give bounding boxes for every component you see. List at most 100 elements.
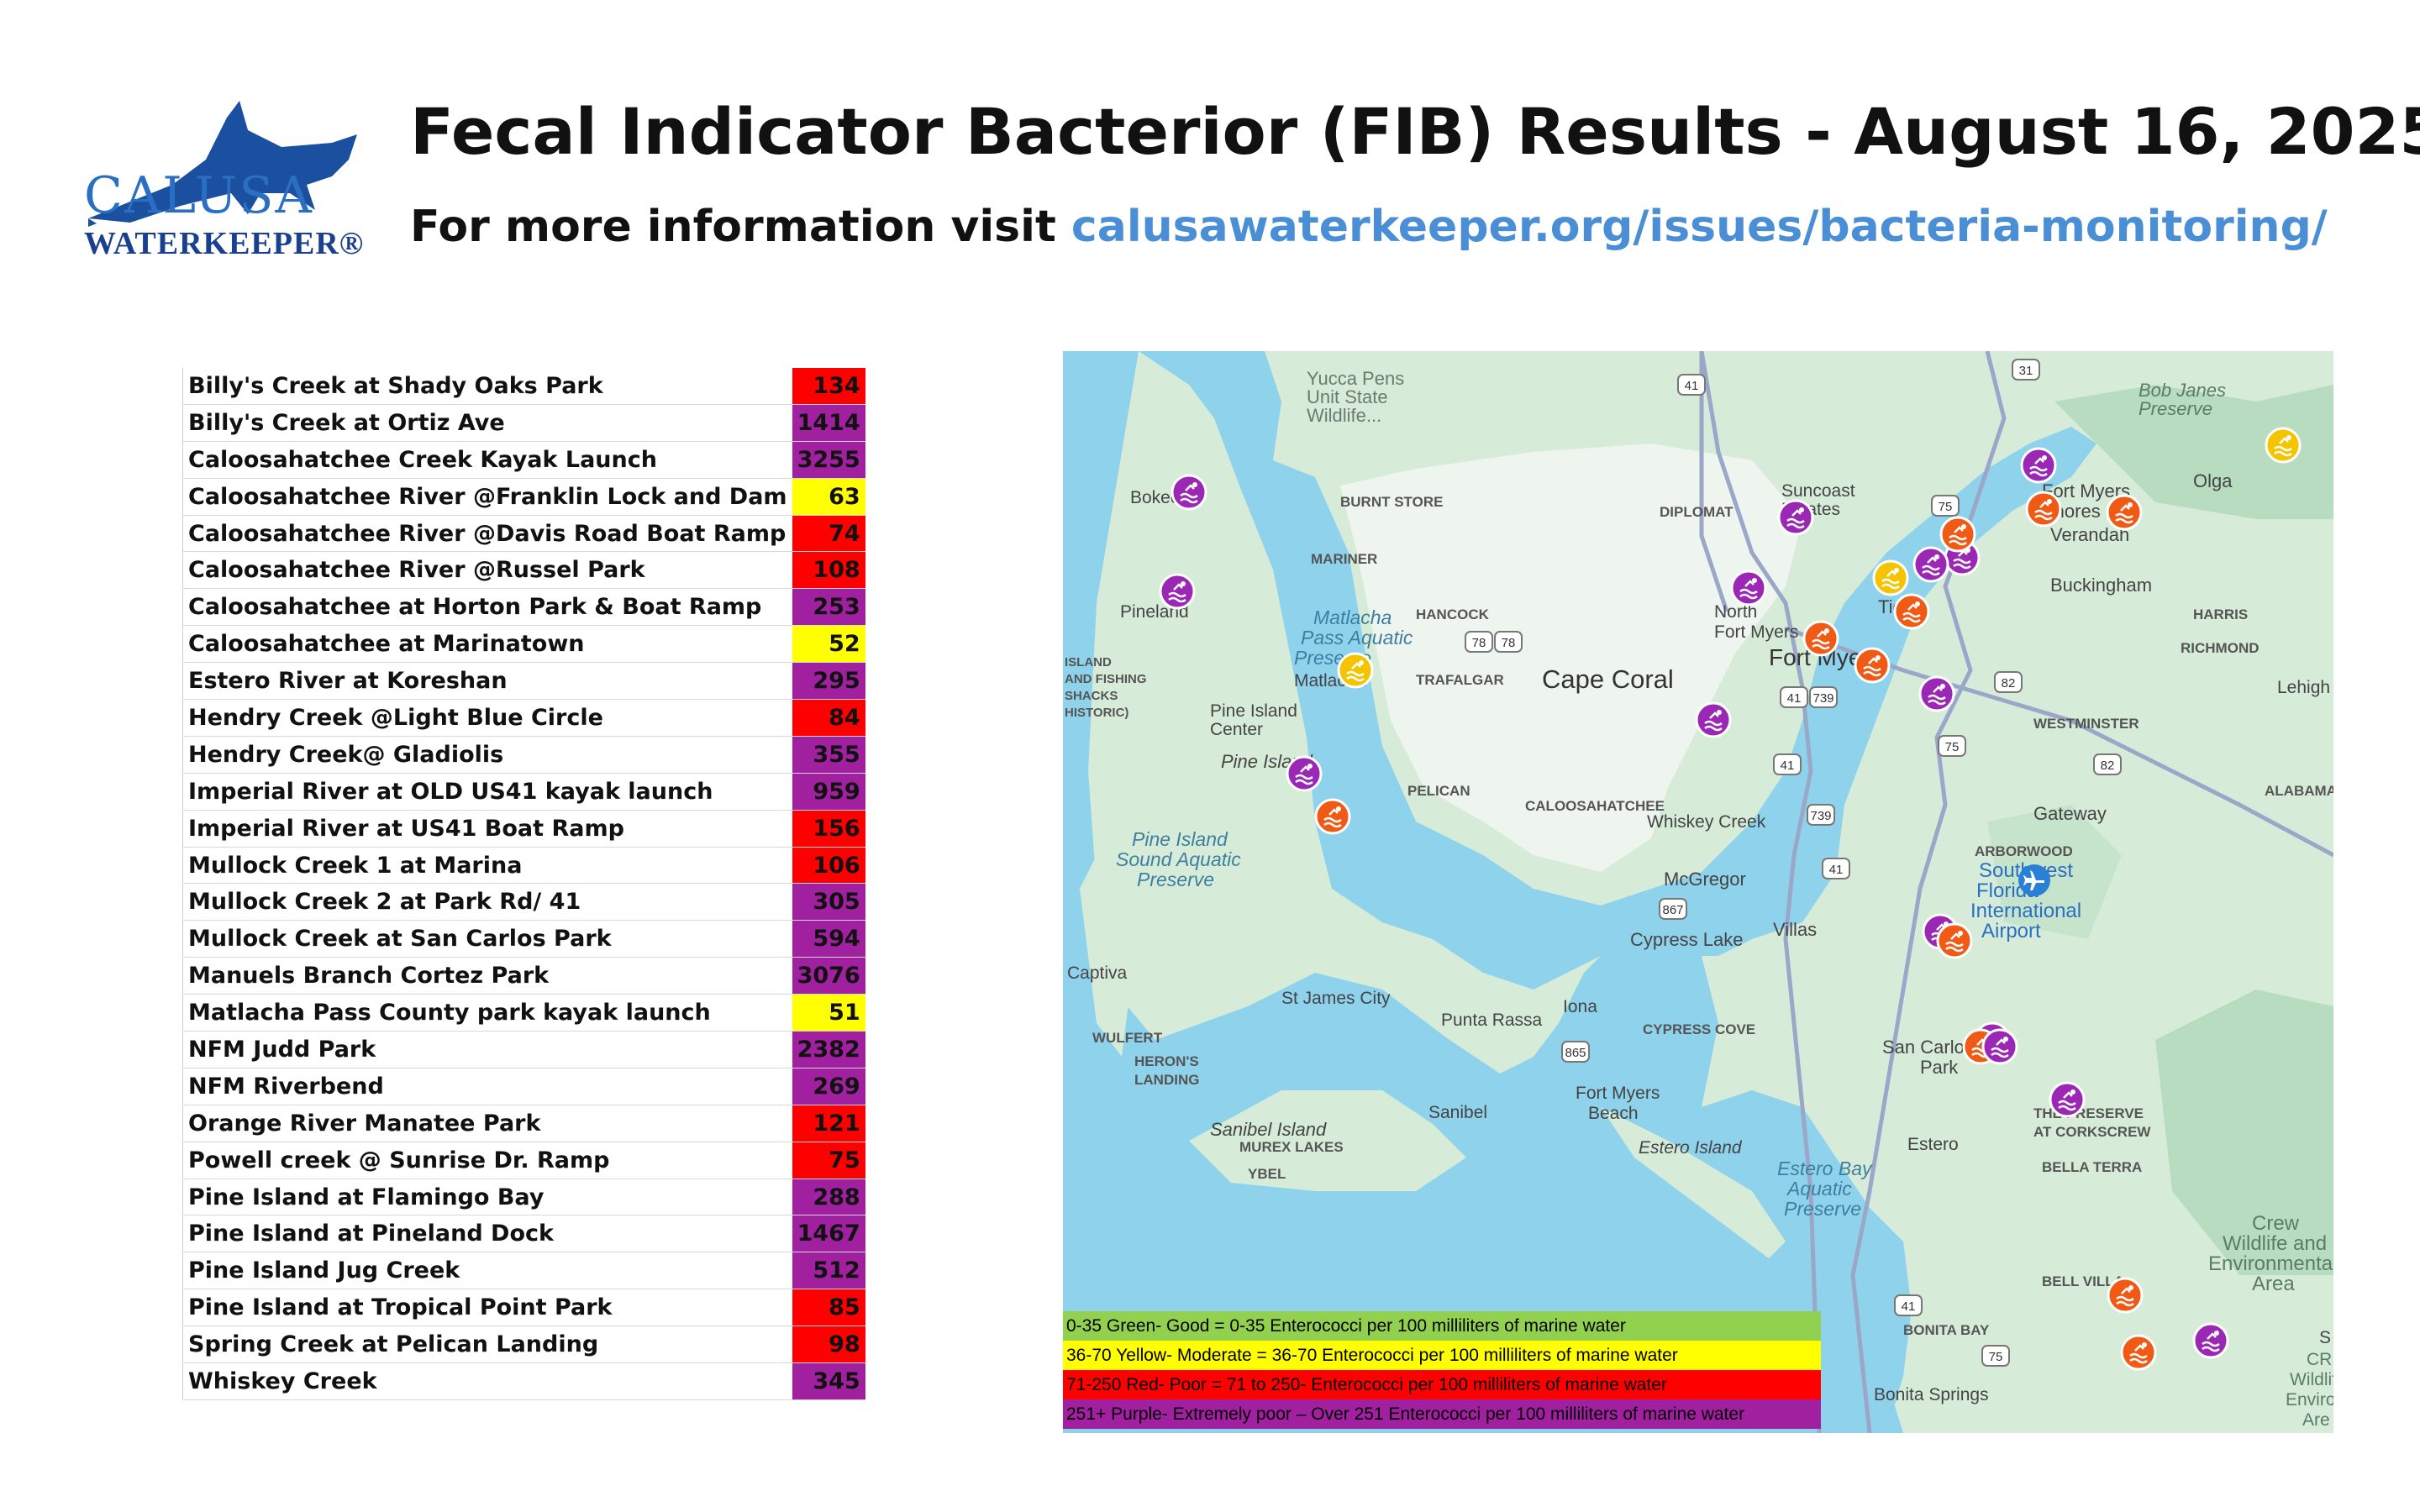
map-label: Whiskey Creek xyxy=(1647,812,1766,832)
swimming-icon xyxy=(1922,556,1940,576)
sample-site-marker[interactable] xyxy=(2049,1081,2086,1118)
svg-text:75: 75 xyxy=(1945,740,1960,754)
swimming-icon xyxy=(1295,765,1313,785)
sample-site-marker[interactable] xyxy=(2025,491,2062,528)
sample-site-marker[interactable] xyxy=(1730,570,1767,606)
road-shield: 82 xyxy=(2093,753,2122,775)
svg-text:865: 865 xyxy=(1565,1046,1586,1060)
map-label: CALOOSAHATCHEE xyxy=(1525,798,1665,814)
map-label: Are xyxy=(2302,1410,2330,1430)
site-name: Pine Island Jug Creek xyxy=(182,1252,792,1290)
svg-text:82: 82 xyxy=(2101,759,2115,773)
map-label: TRAFALGAR xyxy=(1416,672,1504,688)
swimming-icon xyxy=(2202,1332,2220,1352)
table-row: Estero River at Koreshan 295 xyxy=(182,662,865,701)
map-label: Gateway xyxy=(2033,803,2107,824)
sample-site-marker[interactable] xyxy=(1939,516,1976,553)
bacteria-value: 106 xyxy=(792,847,865,885)
road-shield: 75 xyxy=(1981,1345,2010,1367)
map-label: Area xyxy=(2252,1273,2295,1295)
map-label: Sanibel xyxy=(1428,1103,1487,1122)
bacteria-value: 98 xyxy=(792,1326,865,1364)
site-name: Estero River at Koreshan xyxy=(182,662,792,701)
map-label: WESTMINSTER xyxy=(2033,716,2139,732)
bacteria-value: 959 xyxy=(792,773,865,811)
sample-site-marker[interactable] xyxy=(1912,546,1949,583)
map-label: Unit State xyxy=(1307,386,1388,407)
map-label: HARRIS xyxy=(2193,606,2248,622)
sample-site-marker[interactable] xyxy=(1314,798,1351,835)
sample-site-marker[interactable] xyxy=(1286,755,1323,792)
swimming-icon xyxy=(1739,580,1758,600)
table-row: Caloosahatchee River @Russel Park 108 xyxy=(182,551,865,590)
map[interactable]: Yucca Pens Unit State Wildlife... Bob Janes… xyxy=(1063,351,2333,1433)
sample-site-marker[interactable] xyxy=(1918,675,1955,712)
map-label: WULFERT xyxy=(1092,1030,1163,1046)
bacteria-value: 305 xyxy=(792,883,865,921)
bacteria-value: 253 xyxy=(792,588,865,627)
bacteria-value: 2382 xyxy=(792,1031,865,1068)
map-label: Pine Island xyxy=(1132,828,1228,850)
sample-site-marker[interactable] xyxy=(1854,647,1891,684)
road-shield: 75 xyxy=(1938,735,1966,757)
bacteria-monitoring-link[interactable]: calusawaterkeeper.org/issues/bacteria-mo… xyxy=(1071,202,2328,252)
sample-site-marker[interactable] xyxy=(2265,427,2302,464)
sample-site-marker[interactable] xyxy=(2020,447,2057,484)
road-shield: 865 xyxy=(1561,1041,1590,1063)
map-label: HISTORIC) xyxy=(1065,706,1128,720)
road-shield: 41 xyxy=(1894,1294,1923,1316)
sample-site-marker[interactable] xyxy=(1802,620,1839,657)
map-label: Villas xyxy=(1773,919,1817,940)
road-shield: 41 xyxy=(1822,858,1850,879)
table-row: Pine Island at Tropical Point Park 85 xyxy=(182,1289,865,1327)
page-title: Fecal Indicator Bacterior (FIB) Results … xyxy=(410,94,2420,169)
table-row: Hendry Creek@ Gladiolis 355 xyxy=(182,736,865,774)
logo-line2: WATERKEEPER® xyxy=(84,226,365,261)
svg-text:867: 867 xyxy=(1662,903,1683,917)
sample-site-marker[interactable] xyxy=(1981,1028,2018,1065)
map-label: ALABAMA xyxy=(2265,783,2333,799)
swimming-icon xyxy=(1786,509,1805,529)
sample-site-marker[interactable] xyxy=(2107,1277,2144,1314)
sample-site-marker[interactable] xyxy=(1872,559,1909,596)
bacteria-value: 134 xyxy=(792,368,865,405)
results-table: Billy's Creek at Shady Oaks Park 134 Billy… xyxy=(182,368,865,1400)
map-label: Pass Aquatic xyxy=(1301,627,1413,648)
bacteria-value: 85 xyxy=(792,1289,865,1327)
sample-site-marker[interactable] xyxy=(2192,1322,2229,1359)
pine-island-sound xyxy=(1139,351,2096,990)
sample-site-marker[interactable] xyxy=(2120,1334,2157,1371)
map-label: SHACKS xyxy=(1065,689,1118,703)
sample-site-marker[interactable] xyxy=(1777,499,1814,536)
sample-site-marker[interactable] xyxy=(1159,573,1196,610)
sample-site-marker[interactable] xyxy=(1893,593,1930,630)
swimming-icon xyxy=(1180,484,1198,504)
site-name: Hendry Creek@ Gladiolis xyxy=(182,736,792,774)
road-us41 xyxy=(1699,351,1822,1433)
map-label: HANCOCK xyxy=(1416,606,1490,622)
bacteria-value: 512 xyxy=(792,1252,865,1290)
svg-text:31: 31 xyxy=(2019,364,2033,378)
table-row: Billy's Creek at Shady Oaks Park 134 xyxy=(182,368,865,405)
airport-marker[interactable] xyxy=(2018,864,2050,896)
preserve-area xyxy=(2054,385,2333,519)
preserve-area xyxy=(2155,990,2333,1275)
sample-site-markers xyxy=(1159,427,2302,1371)
road-shield: 82 xyxy=(1994,671,2023,693)
preserve-area xyxy=(1987,805,2122,939)
sample-site-marker[interactable] xyxy=(1171,474,1207,511)
map-label: Sound Aquatic xyxy=(1116,848,1241,870)
table-row: Mullock Creek at San Carlos Park 594 xyxy=(182,920,865,958)
road-41-north xyxy=(1699,351,1729,612)
swimming-icon xyxy=(2034,501,2053,521)
svg-text:41: 41 xyxy=(1781,759,1795,773)
sample-site-marker[interactable] xyxy=(2106,494,2143,531)
sample-site-marker[interactable] xyxy=(1695,701,1732,738)
sample-site-marker[interactable] xyxy=(1936,922,1973,959)
table-row: Pine Island Jug Creek 512 xyxy=(182,1252,865,1290)
map-label: Wildlife... xyxy=(1307,405,1381,426)
site-name: Pine Island at Flamingo Bay xyxy=(182,1179,792,1216)
map-label: Pine Island xyxy=(1210,701,1297,721)
sample-site-marker[interactable] xyxy=(1337,652,1374,689)
road-shield: 78 xyxy=(1494,631,1523,653)
